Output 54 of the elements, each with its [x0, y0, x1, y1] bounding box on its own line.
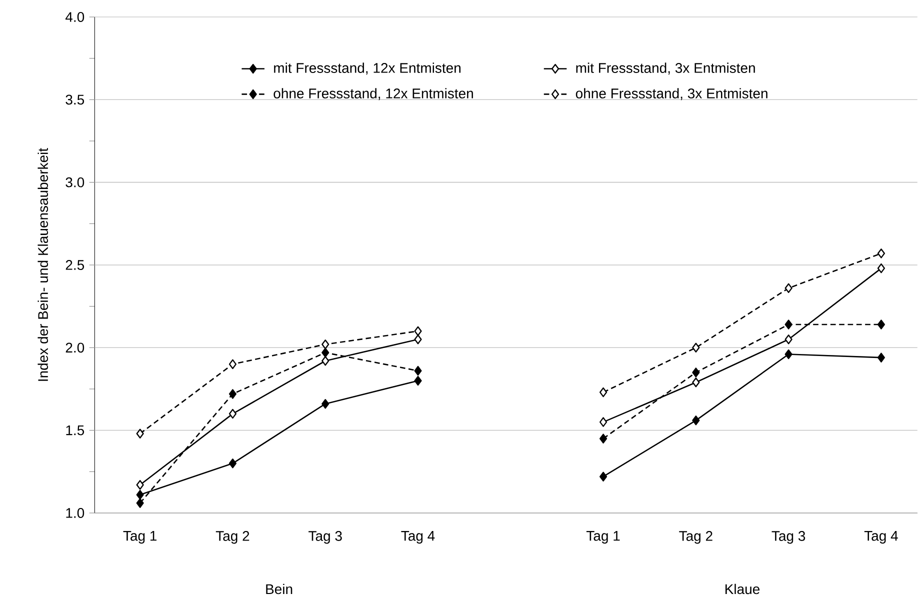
point: [877, 352, 886, 362]
point: [322, 399, 330, 409]
y-tick-label: 2.0: [66, 342, 84, 353]
text: Bein: [266, 584, 292, 594]
point: [784, 320, 792, 330]
point: [322, 356, 330, 366]
point: [136, 480, 144, 490]
point: [692, 342, 700, 353]
point: [599, 387, 608, 398]
y-tick-label: 1.5: [66, 425, 84, 436]
point: [599, 472, 608, 482]
x-tick-label: Tag 3: [772, 531, 806, 544]
x-tick-label: Tag 4: [864, 531, 898, 544]
legend-label: mit Fressstand, 12x Entmisten: [274, 62, 460, 75]
point: [784, 349, 792, 360]
x-tick-label: Tag 1: [123, 531, 156, 544]
x-tick-label: Tag 2: [216, 531, 250, 544]
y-tick-label: 3.0: [66, 177, 84, 188]
point: [784, 283, 792, 293]
legend-label: ohne Fressstand, 12x Entmisten: [274, 88, 473, 100]
point: [692, 368, 700, 378]
point: [784, 334, 792, 344]
y-tick-label: 4.0: [65, 12, 84, 22]
point: [228, 389, 237, 399]
x-tick-label: Tag 2: [679, 531, 712, 544]
point: [692, 378, 700, 388]
point: [877, 320, 886, 330]
x-tick-label: Tag 4: [401, 531, 435, 544]
y-tick-label: 1.0: [66, 508, 84, 518]
point: [136, 428, 144, 438]
point: [136, 498, 144, 508]
point: [228, 359, 237, 370]
y-tick-label: 3.5: [66, 94, 84, 105]
point: [599, 434, 608, 444]
point: [692, 416, 700, 426]
point: [877, 263, 886, 274]
point: [228, 408, 237, 419]
point: [322, 339, 330, 350]
y-axis-title: Index der Bein- und Klauensauberkeit: [38, 148, 48, 381]
x-tick-label: Tag 3: [308, 531, 342, 544]
point: [414, 366, 422, 376]
point: [414, 376, 422, 386]
x-tick-label: Tag 1: [586, 531, 620, 544]
text: Klaue: [725, 584, 760, 594]
point: [322, 348, 330, 358]
legend-label: ohne Fressstand, 3x Entmisten: [576, 88, 768, 100]
y-tick-label: 2.5: [66, 260, 84, 270]
point: [414, 326, 422, 336]
point: [414, 334, 422, 344]
point: [599, 417, 608, 427]
point: [136, 490, 144, 500]
point: [877, 248, 886, 258]
point: [228, 458, 237, 468]
legend-label: mit Fressstand, 3x Entmisten: [576, 62, 755, 75]
